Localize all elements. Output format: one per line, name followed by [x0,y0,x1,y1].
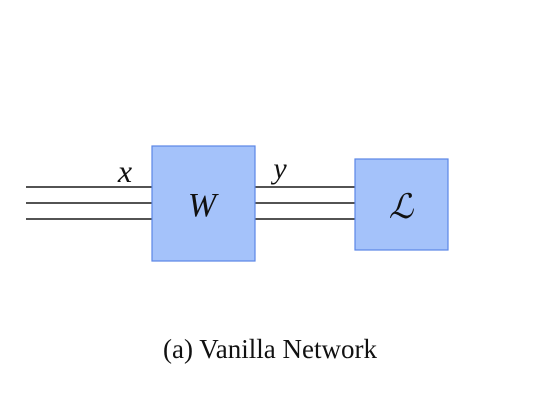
loss-block [354,158,449,251]
weight-layer-block [151,145,256,262]
output-wires [255,186,355,220]
input-wires [26,186,152,220]
loss-label: ℒ [389,187,415,227]
weight-layer-label: W [188,187,219,224]
input-label: x [117,153,132,189]
output-label: y [270,152,287,185]
figure-caption: (a) Vanilla Network [163,334,377,364]
